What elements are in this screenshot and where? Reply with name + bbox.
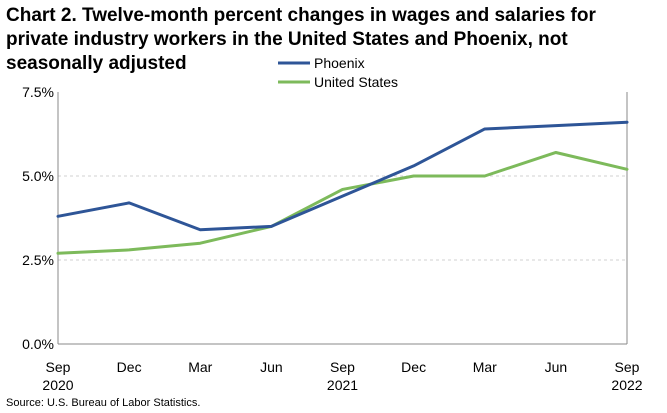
x-tick-labels: Sep 2020 Dec Mar Jun Sep 2021 Dec Mar Jun Sep 2022 [42,359,642,393]
series-line-united-states [56,150,629,255]
y-tick-label: 2.5% [22,252,54,268]
y-tick-label: 5.0% [22,168,54,184]
x-tick-label: Sep [330,359,355,375]
x-tick-year-label: 2021 [327,377,358,393]
chart-title: Chart 2. Twelve-month percent changes in… [6,5,596,74]
x-tick-label: Mar [188,359,212,375]
legend-label-united-states: United States [314,74,398,90]
x-tick-label: Jun [260,359,283,375]
series-lines [56,120,629,255]
source-note: Source: U.S. Bureau of Labor Statistics. [6,397,201,409]
y-tick-labels: 0.0% 2.5% 5.0% 7.5% [22,84,54,352]
series-line-phoenix [56,120,629,232]
axes [57,92,628,345]
y-tick-label: 0.0% [22,336,54,352]
y-tick-label: 7.5% [22,84,54,100]
legend: Phoenix United States [278,55,398,90]
x-tick-label: Dec [401,359,426,375]
x-tick-label: Jun [545,359,568,375]
legend-label-phoenix: Phoenix [314,55,365,71]
gridlines [58,175,627,261]
x-tick-year-label: 2020 [42,377,73,393]
x-tick-label: Mar [473,359,497,375]
x-tick-year-label: 2022 [611,377,642,393]
x-tick-label: Sep [615,359,640,375]
x-tick-label: Sep [46,359,71,375]
x-tick-label: Dec [117,359,142,375]
